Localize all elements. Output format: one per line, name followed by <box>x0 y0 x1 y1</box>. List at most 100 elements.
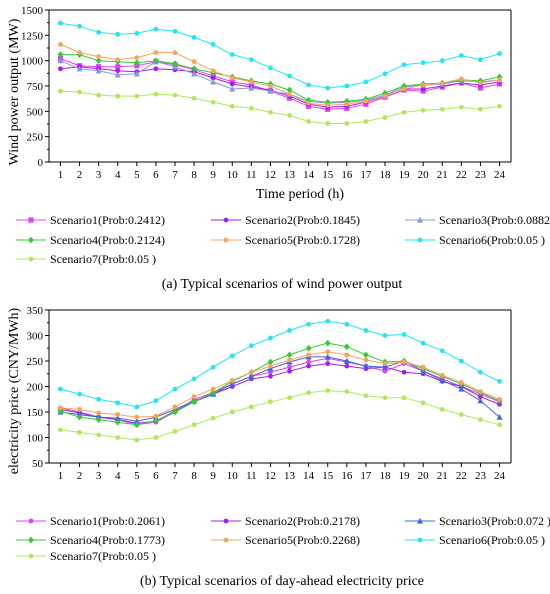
wind-x-tick-label: 13 <box>284 169 296 181</box>
wind-data-point <box>115 57 121 63</box>
wind-data-point <box>191 95 197 101</box>
wind-series-7 <box>58 88 502 126</box>
wind-data-point <box>76 65 83 72</box>
wind-data-point <box>439 80 445 86</box>
price-legend: Scenario1(Prob:0.2061) Scenario2(Prob:0.2… <box>16 514 550 563</box>
price-x-tick-label: 18 <box>380 470 392 482</box>
wind-series-line <box>60 90 500 124</box>
price-data-point <box>439 348 445 354</box>
price-data-point <box>96 396 102 402</box>
price-data-point <box>362 362 369 369</box>
wind-data-point <box>420 82 426 88</box>
legend-swatch-marker <box>28 236 34 244</box>
wind-x-tick-label: 12 <box>265 169 276 181</box>
price-data-point <box>458 385 465 392</box>
wind-data-point <box>210 75 216 81</box>
price-data-point <box>153 435 159 440</box>
wind-data-point <box>268 109 273 115</box>
wind-x-tick-label: 18 <box>380 169 392 181</box>
wind-data-point <box>363 79 369 85</box>
wind-data-point <box>153 91 159 97</box>
price-data-point <box>210 386 216 392</box>
price-data-point <box>344 352 350 358</box>
legend-swatch-marker <box>223 537 229 543</box>
wind-x-tick-label: 7 <box>172 169 178 181</box>
price-legend-item-6: Scenario6(Prob:0.05 ) <box>405 533 545 547</box>
wind-series-5 <box>58 42 502 108</box>
wind-data-point <box>153 50 159 55</box>
price-x-tick-label: 2 <box>77 470 83 482</box>
price-data-point <box>497 422 502 428</box>
wind-data-point <box>133 59 140 67</box>
wind-data-point <box>210 78 217 85</box>
price-data-point <box>172 408 178 416</box>
wind-data-point <box>439 106 445 112</box>
price-data-point <box>363 357 369 363</box>
price-data-point <box>382 368 388 374</box>
wind-data-point <box>229 75 235 81</box>
wind-data-point <box>96 54 102 60</box>
price-series-3 <box>57 353 503 424</box>
price-data-point <box>191 422 197 428</box>
wind-data-point <box>133 70 140 77</box>
wind-data-point <box>172 28 178 34</box>
price-legend-item-1: Scenario1(Prob:0.2061) <box>16 514 165 528</box>
wind-data-point <box>306 100 312 106</box>
price-data-point <box>153 413 159 419</box>
wind-data-point <box>229 103 235 109</box>
price-x-tick-label: 23 <box>475 470 487 482</box>
wind-data-point <box>363 119 369 124</box>
price-data-point <box>96 410 102 416</box>
wind-data-point <box>268 83 273 89</box>
wind-data-point <box>344 83 350 89</box>
wind-data-point <box>115 64 121 70</box>
wind-data-point <box>401 62 407 68</box>
wind-data-point <box>95 57 102 65</box>
price-data-point <box>420 400 426 406</box>
wind-data-point <box>153 57 159 65</box>
legend-swatch-marker <box>223 518 229 524</box>
wind-caption: (a) Typical scenarios of wind power outp… <box>162 277 403 292</box>
wind-series-line <box>60 22 500 89</box>
price-y-tick-label: 250 <box>27 356 44 368</box>
wind-data-point <box>267 87 274 94</box>
legend-label: Scenario2(Prob:0.1845) <box>245 213 360 227</box>
legend-label: Scenario4(Prob:0.1773) <box>50 533 165 547</box>
price-data-point <box>324 339 331 347</box>
wind-power-panel: Wind power output (MW) Time period (h) S… <box>7 5 550 292</box>
price-x-tick-label: 3 <box>96 470 102 482</box>
wind-data-point <box>115 93 121 99</box>
price-x-tick-label: 12 <box>265 470 276 482</box>
price-data-point <box>248 404 254 410</box>
price-data-point <box>76 413 83 421</box>
wind-x-tick-label: 21 <box>437 169 448 181</box>
wind-data-point <box>210 68 216 74</box>
price-data-point <box>458 412 464 417</box>
price-x-tick-label: 5 <box>134 470 140 482</box>
wind-data-point <box>95 67 102 74</box>
wind-data-point <box>210 99 216 105</box>
price-data-point <box>343 357 350 364</box>
wind-y-tick-label: 500 <box>27 106 44 118</box>
wind-data-point <box>229 81 235 87</box>
wind-data-point <box>57 57 64 64</box>
wind-data-point <box>363 98 369 104</box>
wind-data-point <box>325 85 331 91</box>
wind-y-tick-label: 250 <box>27 132 44 144</box>
wind-data-point <box>343 97 350 105</box>
wind-data-point <box>172 60 178 68</box>
wind-x-axis-label: Time period (h) <box>256 187 344 202</box>
wind-data-point <box>58 20 63 26</box>
wind-data-point <box>420 86 426 92</box>
price-data-point <box>477 397 484 404</box>
legend-label: Scenario5(Prob:0.2268) <box>245 533 360 547</box>
wind-x-tick-label: 23 <box>475 169 487 181</box>
price-x-tick-label: 20 <box>418 470 430 482</box>
legend-swatch-marker <box>417 517 423 524</box>
price-x-tick-label: 17 <box>360 470 372 482</box>
price-x-tick-label: 13 <box>284 470 296 482</box>
wind-data-point <box>458 76 464 82</box>
legend-label: Scenario1(Prob:0.2412) <box>50 213 165 227</box>
wind-data-point <box>77 50 82 55</box>
wind-y-tick-label: 1000 <box>21 56 44 68</box>
